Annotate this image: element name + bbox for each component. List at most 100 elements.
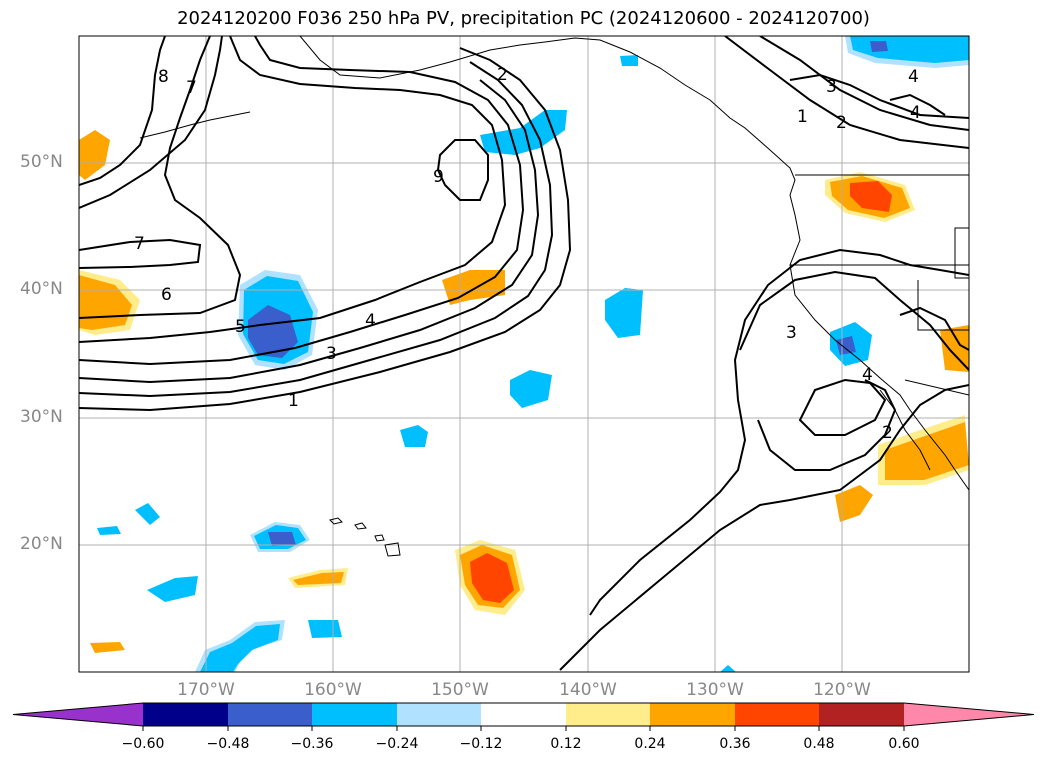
colorbar-tick-label: 0.24: [634, 736, 666, 752]
lon-label: 160°W: [304, 680, 362, 700]
positive-anomaly: [885, 422, 969, 480]
lon-label: 140°W: [559, 680, 617, 700]
contour-label: 4: [908, 67, 919, 87]
contour-label: 5: [235, 317, 246, 337]
contour-line: [436, 139, 489, 201]
colorbar-tick-label: −0.48: [206, 736, 250, 752]
lon-label: 120°W: [813, 680, 871, 700]
positive-anomaly: [850, 181, 892, 212]
contour-line: [559, 384, 969, 671]
negative-anomaly: [870, 41, 888, 52]
colorbar-extend-high: [904, 703, 1034, 726]
colorbar-bin: [735, 703, 819, 726]
contour-line: [79, 36, 242, 319]
island: [354, 522, 367, 530]
contour-line: [789, 73, 969, 119]
colorbar-bin: [819, 703, 904, 726]
positive-anomaly: [79, 130, 110, 180]
contour-line: [79, 36, 223, 209]
negative-anomaly: [620, 55, 638, 66]
contour-label: 1: [288, 391, 299, 411]
contour-label: 1: [797, 107, 808, 127]
contour-line: [889, 93, 946, 116]
map-area: 8 7 2 9 7 6 5 4 3 1 1 2 3 4 3 4 2 4: [79, 36, 969, 672]
colorbar-tick-label: −0.60: [121, 736, 165, 752]
contour-label: 4: [862, 365, 873, 385]
colorbar-tick-label: 0.48: [803, 736, 835, 752]
contour-label: 3: [826, 77, 837, 97]
colorbar-extend-low: [13, 703, 143, 726]
contour-label: 2: [497, 65, 508, 85]
colorbar-bin: [312, 703, 397, 726]
contour-label: 3: [786, 323, 797, 343]
colorbar-bin: [481, 703, 566, 726]
contour-label: 9: [433, 167, 444, 187]
contour-labels: 8 7 2 9 7 6 5 4 3 1 1 2 3 4 3 4 2 4: [134, 65, 921, 443]
contour-line: [724, 36, 969, 149]
contour-line: [79, 79, 540, 384]
lat-label: 30°N: [20, 407, 63, 427]
colorbar-tick-label: −0.12: [459, 736, 503, 752]
contour-line: [79, 36, 166, 186]
contour-line: [739, 270, 969, 371]
positive-anomaly: [835, 485, 873, 522]
lat-label: 50°N: [20, 152, 63, 172]
gridlines: [79, 36, 969, 672]
contour-label: 4: [910, 103, 921, 123]
contour-label: 7: [134, 234, 145, 254]
precip-anomalies: [79, 36, 969, 672]
island: [329, 517, 343, 525]
negative-anomaly: [605, 288, 643, 338]
negative-anomaly: [248, 305, 298, 358]
baja-coast: [879, 389, 931, 471]
positive-anomaly: [470, 553, 514, 603]
negative-anomaly: [510, 370, 552, 408]
negative-anomaly: [400, 425, 428, 447]
positive-anomaly: [293, 572, 344, 585]
contour-line: [79, 36, 507, 343]
contour-line: [79, 61, 554, 398]
negative-anomaly: [836, 336, 856, 355]
contour-line: [589, 248, 969, 616]
positive-anomaly: [90, 642, 125, 653]
colorbar-bin: [650, 703, 735, 726]
negative-anomaly: [480, 110, 567, 155]
negative-anomaly: [720, 665, 736, 672]
contour-label: 4: [365, 311, 376, 331]
contour-line: [899, 306, 969, 351]
contour-label: 6: [161, 285, 172, 305]
colorbar-tick-label: 0.60: [888, 736, 920, 752]
lon-label: 170°W: [177, 680, 235, 700]
negative-anomaly: [308, 620, 342, 638]
contour-line: [798, 378, 887, 436]
negative-anomaly: [147, 576, 198, 602]
aleutian-islands: [139, 111, 251, 139]
contour-label: 8: [158, 67, 169, 87]
contour-line: [759, 36, 969, 131]
lon-label: 130°W: [686, 680, 744, 700]
colorbar-tick-label: 0.12: [550, 736, 582, 752]
contour-line: [79, 36, 525, 366]
island: [384, 542, 401, 557]
negative-anomaly: [268, 532, 296, 546]
colorbar-bin: [566, 703, 650, 726]
island: [374, 534, 385, 542]
contour-label: 7: [186, 78, 197, 98]
border: [904, 379, 969, 396]
border: [954, 227, 969, 279]
contour-label: 2: [882, 423, 893, 443]
colorbar: [12, 702, 1035, 731]
lon-label: 150°W: [431, 680, 489, 700]
colorbar-bin: [228, 703, 312, 726]
pv-contours: [79, 36, 969, 671]
lat-label: 20°N: [20, 534, 63, 554]
contour-line: [79, 47, 572, 412]
negative-anomaly: [200, 624, 280, 672]
lat-label: 40°N: [20, 279, 63, 299]
contour-label: 2: [836, 113, 847, 133]
map-frame: [78, 35, 970, 673]
negative-anomaly: [135, 503, 160, 525]
map-title: 2024120200 F036 250 hPa PV, precipitatio…: [177, 8, 870, 29]
positive-anomaly: [442, 270, 505, 305]
